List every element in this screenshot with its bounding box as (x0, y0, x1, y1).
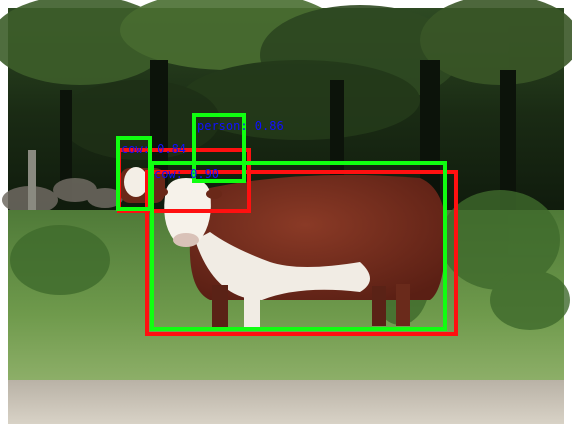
fence-post (28, 150, 36, 220)
main-cow (152, 174, 447, 328)
prediction-box-cow (150, 161, 447, 331)
tree-canopy (0, 0, 572, 160)
prediction-box-person (192, 113, 246, 183)
detection-label-cow-small: cow: 0.84 (121, 142, 187, 156)
ground-truth-box-cow-main (145, 170, 458, 336)
detection-label-person: person: 0.86 (197, 119, 284, 133)
tree-trunks (60, 60, 516, 210)
prediction-box-cow-small (116, 136, 152, 211)
gravel-path (8, 380, 564, 424)
detection-label-cow-main: cow: 0.90 (154, 167, 220, 181)
